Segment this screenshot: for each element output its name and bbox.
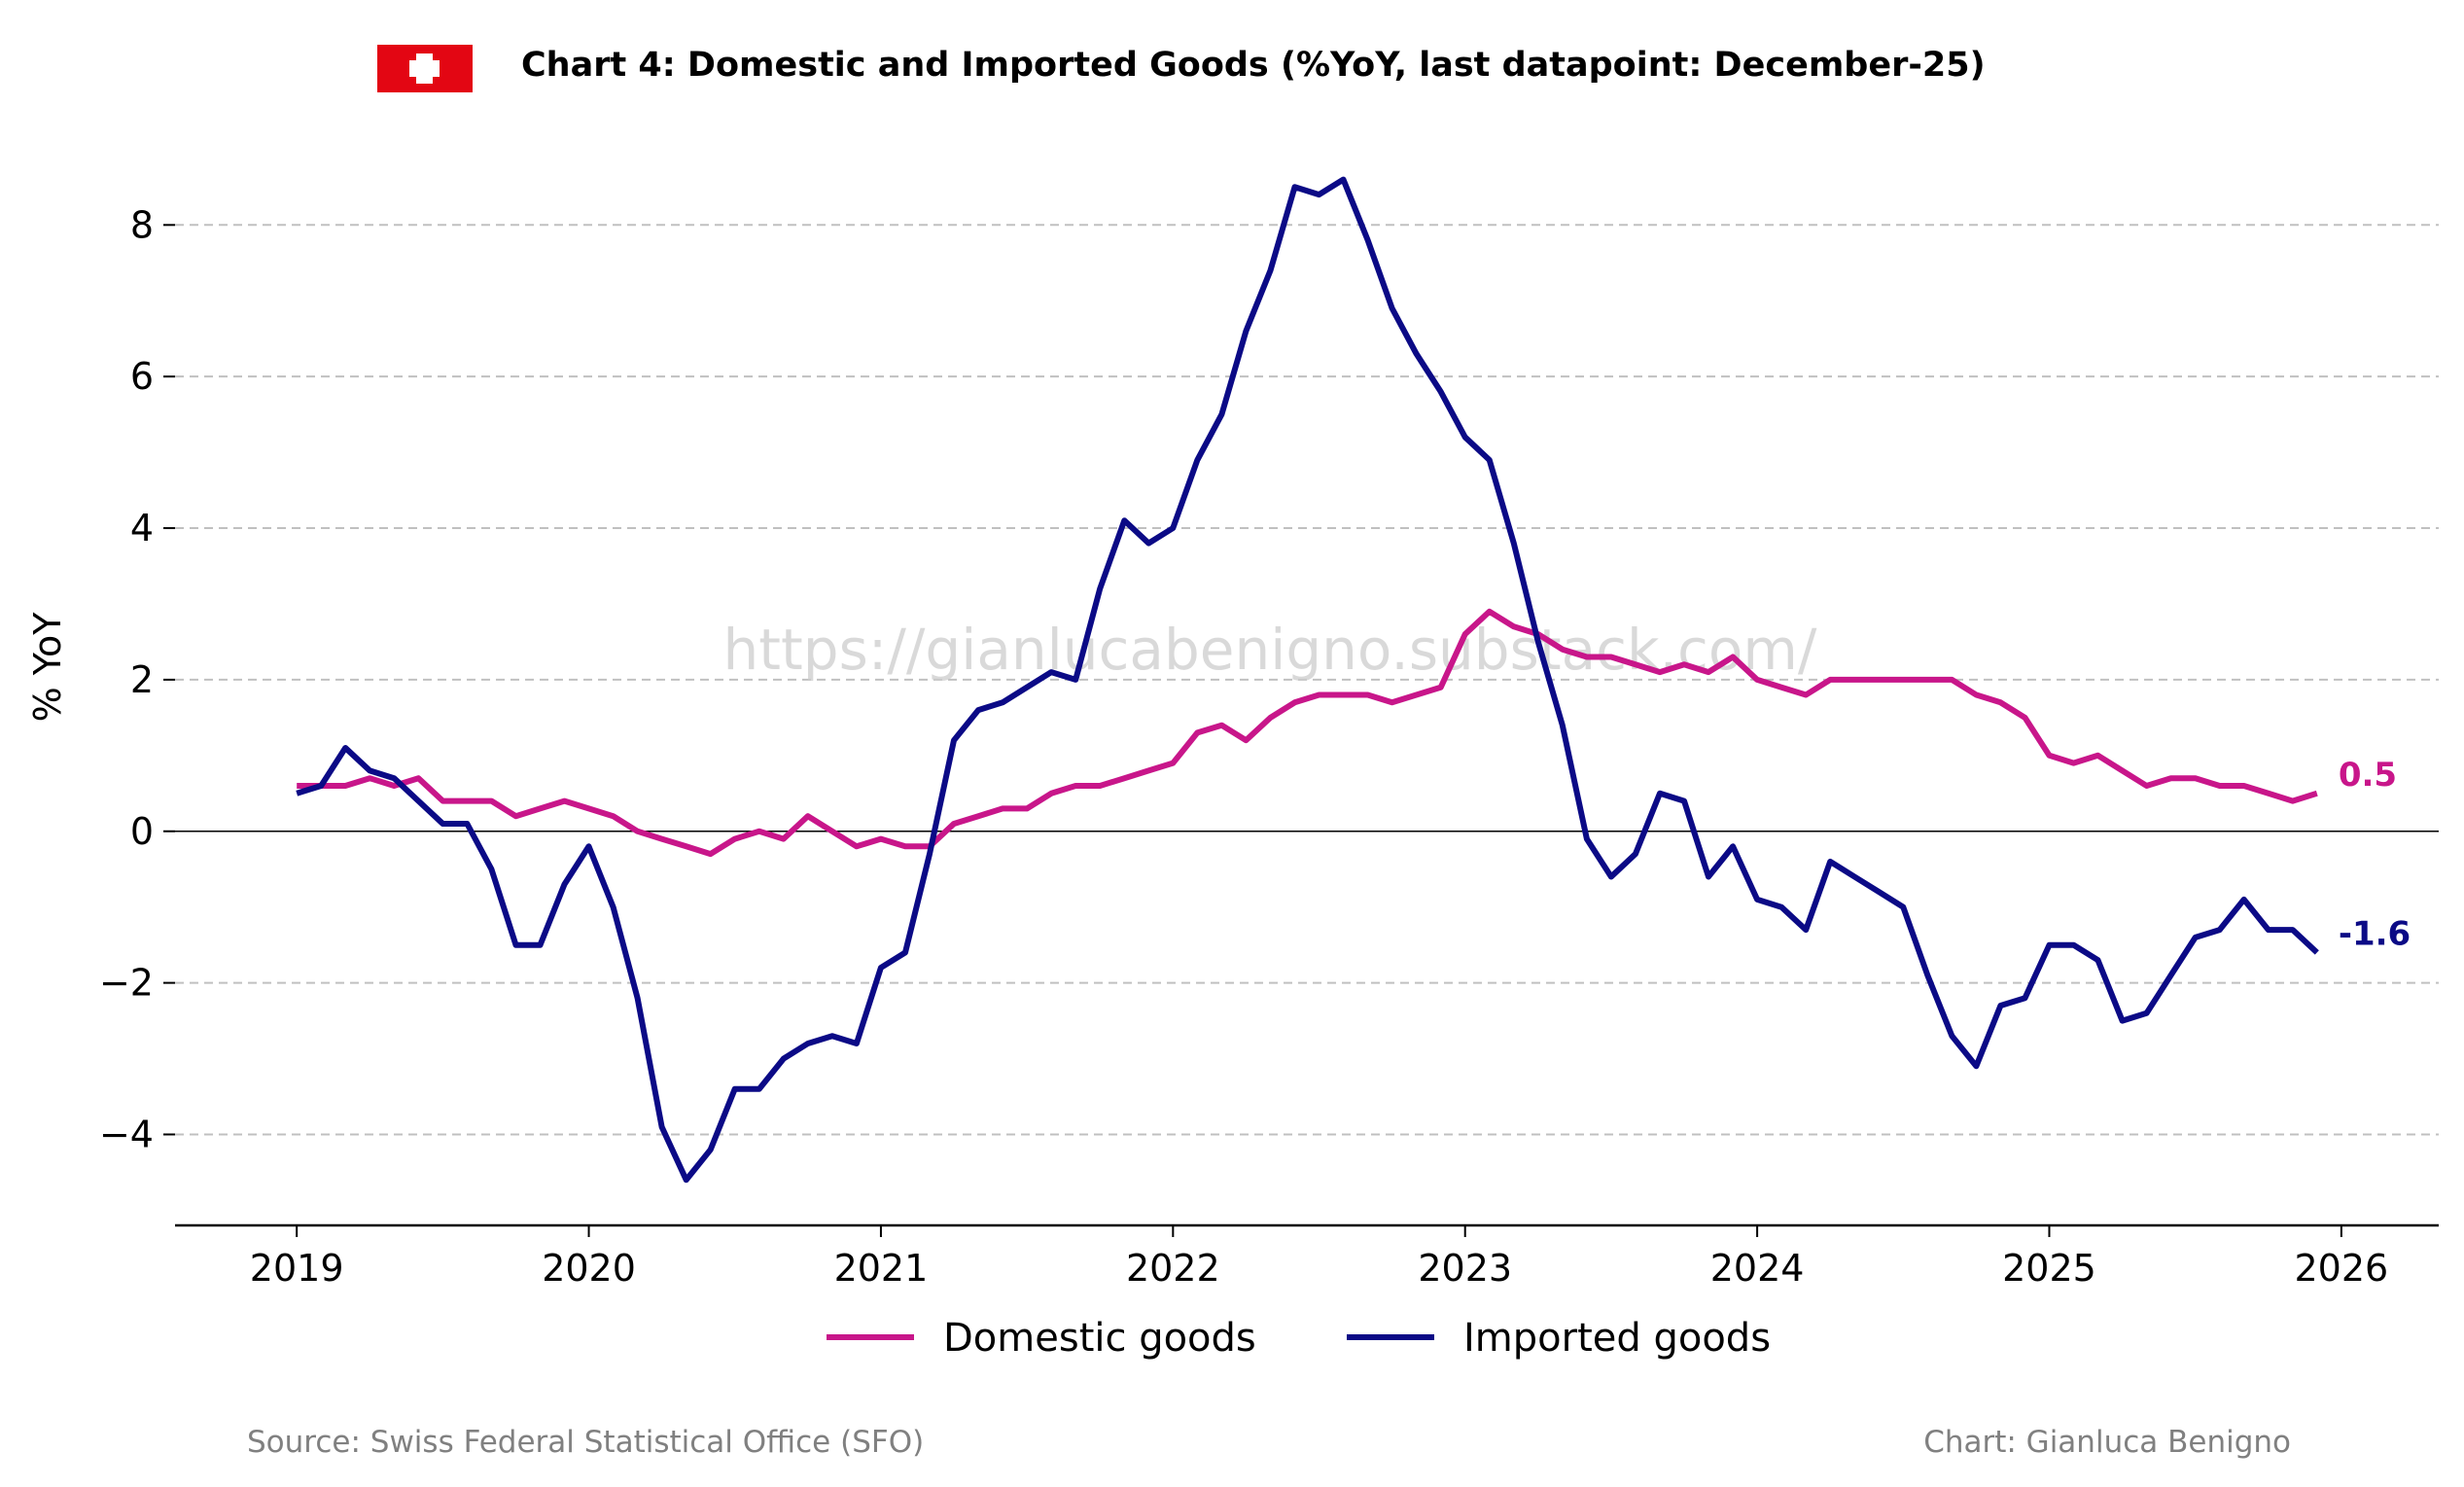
end-value-label: 0.5: [2339, 756, 2397, 795]
source-note: Source: Swiss Federal Statistical Office…: [247, 1425, 924, 1460]
legend-label-domestic: Domestic goods: [943, 1316, 1256, 1361]
axes: 8 6 4 2 0 −2 −4 2019 2020 2021 2022 2023 2024 2025 202…: [99, 203, 2439, 1290]
end-labels: 0.5 -1.6: [2339, 756, 2411, 954]
legend-item-imported: Imported goods: [1347, 1316, 1771, 1361]
x-tick-label: 2024: [1710, 1247, 1805, 1290]
x-tick-label: 2020: [542, 1247, 636, 1290]
series: [296, 176, 2319, 1184]
end-value-label: -1.6: [2339, 914, 2411, 953]
x-tick-label: 2022: [1126, 1247, 1220, 1290]
y-tick-label: 0: [130, 810, 154, 853]
y-tick-label: 6: [130, 355, 154, 398]
legend-item-domestic: Domestic goods: [827, 1316, 1256, 1361]
y-tick-label: −2: [99, 962, 154, 1005]
y-tick-label: 8: [130, 203, 154, 246]
chart-header: Chart 4: Domestic and Imported Goods (%Y…: [377, 45, 1986, 92]
swiss-flag-icon: [377, 45, 473, 92]
series-line-domestic: [297, 608, 2318, 858]
y-tick-label: −4: [99, 1113, 154, 1155]
y-tick-label: 4: [130, 507, 154, 549]
legend: Domestic goods Imported goods: [827, 1316, 1771, 1361]
y-tick-label: 2: [130, 658, 154, 701]
watermark: https://gianlucabenigno.substack.com/: [723, 617, 1817, 683]
chart-title: Chart 4: Domestic and Imported Goods (%Y…: [521, 46, 1986, 85]
x-tick-label: 2019: [250, 1247, 344, 1290]
x-tick-label: 2026: [2295, 1247, 2389, 1290]
gridlines: [175, 224, 2439, 1136]
chart-credit: Chart: Gianluca Benigno: [1923, 1425, 2291, 1460]
x-tick-label: 2021: [834, 1247, 929, 1290]
x-tick-label: 2025: [2002, 1247, 2096, 1290]
y-axis-label: % YoY: [26, 612, 69, 723]
legend-label-imported: Imported goods: [1463, 1316, 1771, 1361]
x-tick-label: 2023: [1418, 1247, 1512, 1290]
series-line-imported: [296, 176, 2319, 1184]
